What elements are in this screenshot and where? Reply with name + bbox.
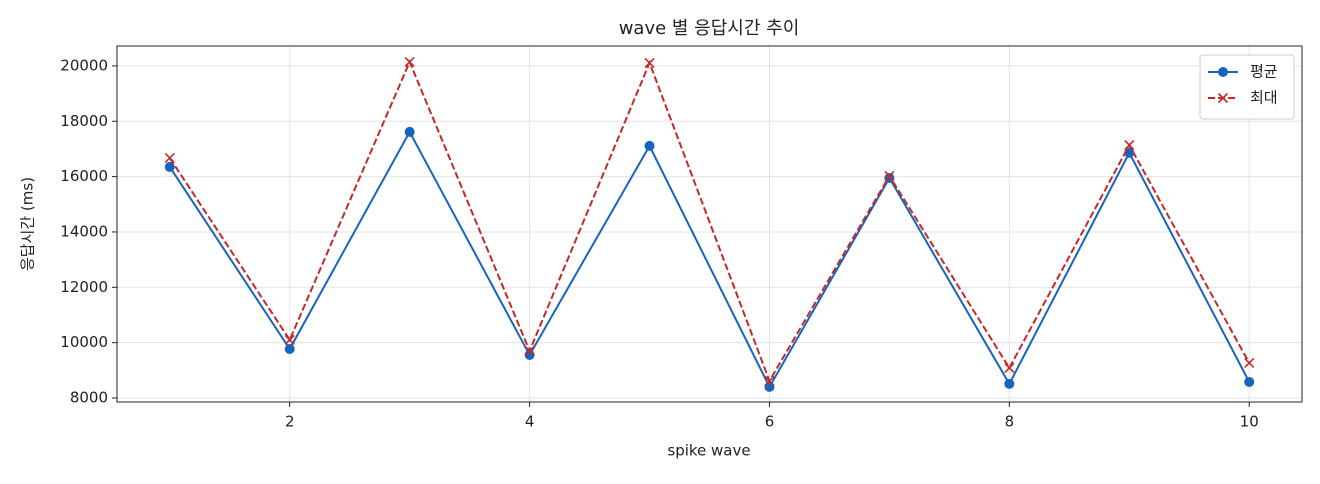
marker [1004, 362, 1015, 374]
y-tick-label: 14000 [60, 222, 108, 240]
marker [164, 152, 175, 163]
marker [524, 345, 535, 357]
marker [1217, 92, 1229, 104]
x-tick-label: 2 [285, 413, 295, 431]
marker [1244, 357, 1255, 369]
legend-label: 평균 [1250, 63, 1278, 81]
y-axis-label: 응답시간 (ms) [19, 177, 37, 271]
marker [644, 140, 655, 151]
x-tick-label: 4 [525, 413, 535, 431]
x-tick-label: 10 [1240, 413, 1259, 431]
marker [884, 170, 895, 181]
legend-label: 최대 [1250, 89, 1278, 107]
x-tick-label: 8 [1005, 413, 1015, 431]
series-line [168, 129, 1251, 390]
x-tick-label: 6 [765, 413, 775, 431]
y-tick-label: 20000 [60, 56, 108, 74]
marker [404, 126, 415, 137]
y-tick-label: 16000 [60, 167, 108, 185]
marker [404, 56, 415, 67]
chart-title: wave 별 응답시간 추이 [619, 18, 800, 39]
marker [1004, 378, 1015, 389]
marker [764, 375, 775, 387]
plot-frame [116, 45, 1303, 403]
marker [284, 334, 295, 345]
y-tick-label: 10000 [60, 333, 108, 351]
marker [884, 172, 895, 183]
y-tick-label: 8000 [70, 388, 108, 406]
y-tick-label: 12000 [60, 278, 108, 296]
marker [1218, 67, 1228, 77]
marker [1244, 376, 1255, 387]
marker [1124, 140, 1135, 151]
legend-box [1199, 54, 1295, 120]
y-tick-label: 18000 [60, 112, 108, 130]
series-line [168, 59, 1251, 384]
marker [284, 344, 295, 355]
x-axis-label: spike wave [667, 442, 750, 460]
marker [164, 161, 175, 172]
marker [644, 57, 655, 68]
